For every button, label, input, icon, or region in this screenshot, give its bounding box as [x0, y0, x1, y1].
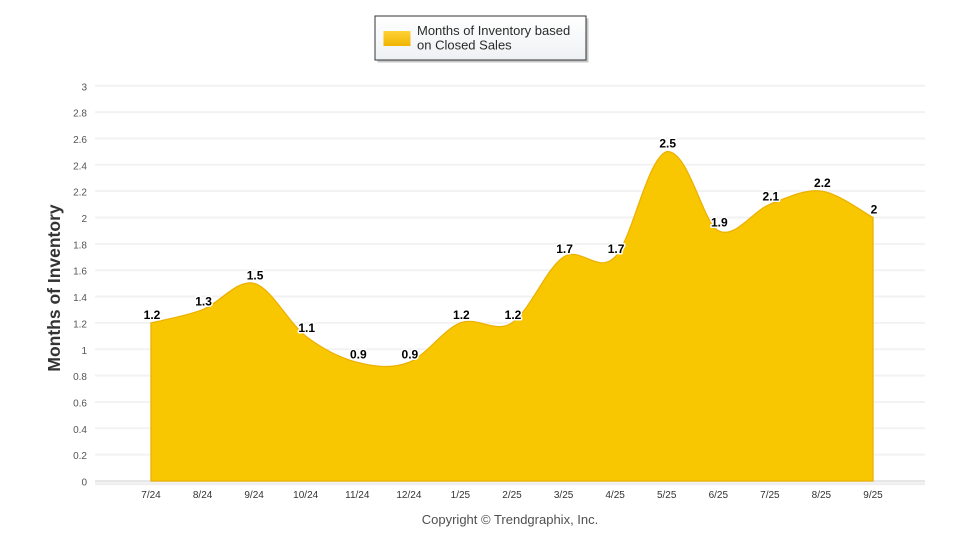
svg-text:8/25: 8/25 — [812, 490, 832, 501]
svg-text:0: 0 — [81, 478, 87, 489]
svg-text:Months of Inventory based: Months of Inventory based — [417, 23, 570, 38]
svg-text:1.2: 1.2 — [144, 308, 161, 322]
svg-text:2/25: 2/25 — [502, 490, 522, 501]
svg-text:1.1: 1.1 — [298, 321, 315, 335]
svg-text:8/24: 8/24 — [193, 490, 213, 501]
svg-text:on Closed Sales: on Closed Sales — [417, 38, 512, 53]
svg-text:5/25: 5/25 — [657, 490, 677, 501]
svg-text:2.6: 2.6 — [73, 135, 87, 146]
svg-text:1/25: 1/25 — [451, 490, 471, 501]
svg-text:2: 2 — [81, 214, 87, 225]
svg-text:9/24: 9/24 — [244, 490, 264, 501]
svg-text:1.2: 1.2 — [73, 319, 87, 330]
svg-text:0.9: 0.9 — [350, 347, 367, 361]
svg-text:1.9: 1.9 — [711, 216, 728, 230]
svg-text:0.6: 0.6 — [73, 398, 87, 409]
svg-text:6/25: 6/25 — [709, 490, 729, 501]
svg-text:2: 2 — [871, 203, 878, 217]
svg-text:10/24: 10/24 — [293, 490, 318, 501]
svg-text:7/25: 7/25 — [760, 490, 780, 501]
svg-text:0.8: 0.8 — [73, 372, 87, 383]
svg-text:2.1: 2.1 — [763, 189, 780, 203]
svg-text:1.4: 1.4 — [73, 293, 87, 304]
svg-text:1.2: 1.2 — [453, 308, 470, 322]
svg-text:1.7: 1.7 — [608, 242, 625, 256]
svg-text:2.2: 2.2 — [814, 176, 831, 190]
svg-text:3: 3 — [81, 82, 87, 93]
svg-text:12/24: 12/24 — [396, 490, 421, 501]
svg-text:2.2: 2.2 — [73, 188, 87, 199]
svg-text:0.2: 0.2 — [73, 451, 87, 462]
svg-text:9/25: 9/25 — [863, 490, 883, 501]
svg-text:1.2: 1.2 — [505, 308, 522, 322]
svg-text:2.5: 2.5 — [659, 137, 676, 151]
svg-text:4/25: 4/25 — [605, 490, 625, 501]
svg-text:0.9: 0.9 — [402, 347, 419, 361]
svg-text:1.7: 1.7 — [556, 242, 573, 256]
svg-text:1.8: 1.8 — [73, 240, 87, 251]
svg-text:2.4: 2.4 — [73, 161, 87, 172]
svg-text:2.8: 2.8 — [73, 109, 87, 120]
svg-text:3/25: 3/25 — [554, 490, 574, 501]
svg-text:1.3: 1.3 — [195, 295, 212, 309]
svg-text:1: 1 — [81, 346, 87, 357]
svg-text:1.5: 1.5 — [247, 268, 264, 282]
svg-text:Months of Inventory: Months of Inventory — [44, 204, 64, 371]
svg-text:7/24: 7/24 — [141, 490, 161, 501]
svg-text:0.4: 0.4 — [73, 425, 87, 436]
svg-text:11/24: 11/24 — [345, 490, 370, 501]
svg-text:1.6: 1.6 — [73, 267, 87, 278]
svg-text:Copyright © Trendgraphix, Inc.: Copyright © Trendgraphix, Inc. — [422, 512, 599, 527]
